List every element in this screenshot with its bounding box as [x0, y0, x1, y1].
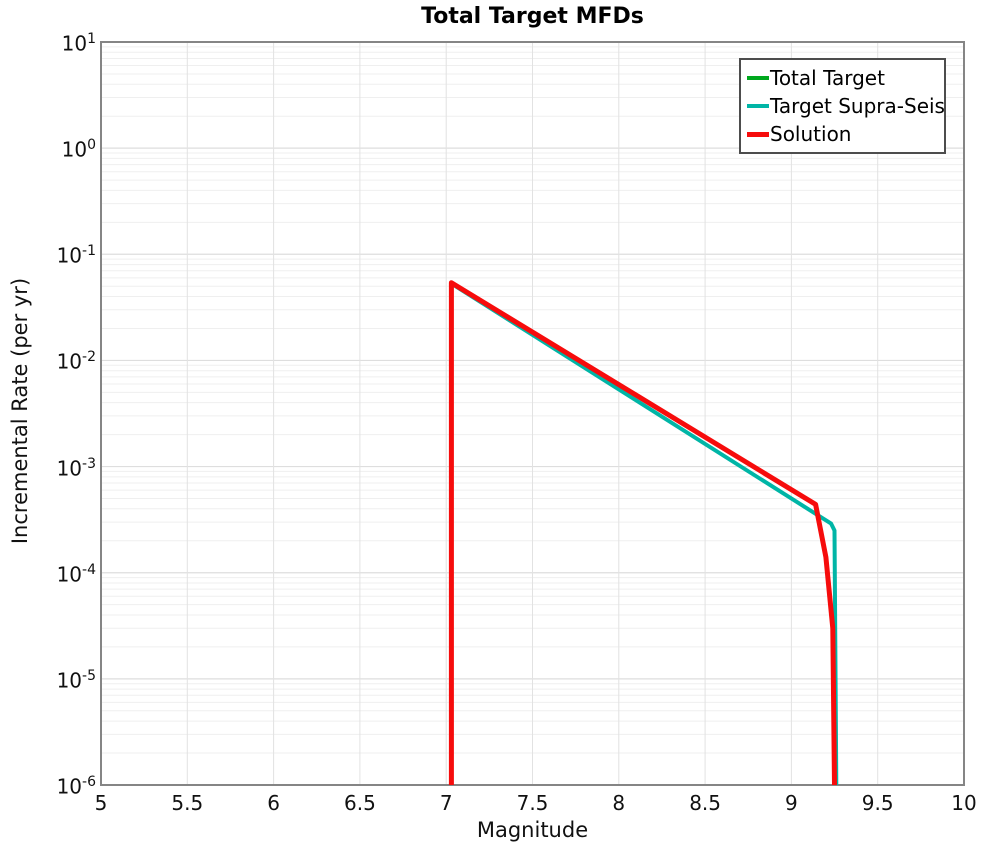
x-tick-label: 7.5	[516, 791, 549, 815]
y-axis-label: Incremental Rate (per yr)	[8, 277, 32, 545]
chart-legend: Total Target Target Supra-Seis Solution	[739, 58, 946, 154]
legend-line-swatch-teal	[747, 104, 769, 108]
chart-title: Total Target MFDs	[421, 4, 644, 29]
x-tick-label: 8.5	[689, 791, 721, 815]
x-tick-label: 10	[951, 791, 977, 815]
y-tick-label: 10-3	[56, 455, 96, 481]
y-tick-label: 101	[61, 31, 96, 56]
x-axis-label: Magnitude	[476, 818, 589, 842]
x-tick-label: 5	[94, 791, 108, 815]
legend-item-target-supra-seis: Target Supra-Seis	[747, 92, 945, 120]
x-tick-label: 6	[267, 791, 280, 815]
legend-item-solution: Solution	[747, 120, 939, 148]
y-tick-label: 10-5	[56, 667, 96, 693]
x-tick-label: 9.5	[861, 791, 894, 815]
legend-label: Target Supra-Seis	[770, 94, 945, 118]
x-tick-label: 8	[612, 791, 626, 815]
y-tick-label: 10-1	[56, 243, 96, 268]
y-tick-label: 100	[61, 137, 96, 162]
legend-label: Total Target	[770, 66, 885, 90]
y-tick-label: 10-4	[56, 561, 96, 587]
x-tick-label: 6.5	[343, 791, 376, 815]
y-tick-label: 10-2	[56, 349, 96, 375]
legend-line-swatch-red	[747, 131, 769, 137]
legend-item-total-target: Total Target	[747, 64, 939, 92]
x-tick-label: 7	[439, 791, 453, 815]
x-tick-label: 9	[785, 791, 798, 815]
legend-label: Solution	[770, 122, 852, 146]
x-tick-label: 5.5	[171, 791, 204, 815]
y-tick-label: 10-6	[56, 774, 96, 799]
legend-line-swatch-green	[747, 76, 769, 80]
